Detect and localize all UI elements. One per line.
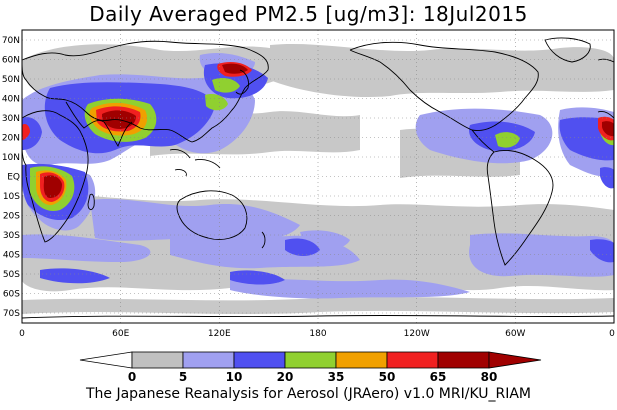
colorbar-label: 5 xyxy=(179,370,187,384)
colorbar-label: 10 xyxy=(226,370,243,384)
colorbar-label: 20 xyxy=(277,370,294,384)
lat-label: 40S xyxy=(3,251,20,261)
lon-label: 60E xyxy=(112,329,129,339)
lon-label: 60W xyxy=(505,329,525,339)
colorbar-label: 80 xyxy=(481,370,498,384)
map-title: Daily Averaged PM2.5 [ug/m3]: 18Jul2015 xyxy=(89,2,528,26)
colorbar-cell xyxy=(79,351,133,369)
map-frame xyxy=(21,29,615,324)
colorbar-label: 0 xyxy=(128,370,136,384)
colorbar-cell xyxy=(182,351,235,369)
colorbar-cell xyxy=(233,351,286,369)
coastlines xyxy=(22,37,614,319)
colorbar-label: 65 xyxy=(430,370,447,384)
lat-label: 20N xyxy=(2,134,20,144)
longitude-axis: 0 60E 120E 180 120W 60W 0 xyxy=(19,329,615,339)
lat-label: 70S xyxy=(3,309,20,319)
colorbar: 0 5 10 20 35 50 65 80 xyxy=(79,351,542,384)
colorbar-cell xyxy=(335,351,388,369)
lat-label: 20S xyxy=(3,212,20,222)
colorbar-label: 50 xyxy=(379,370,396,384)
latitude-axis: 70N 60N 50N 40N 30N 20N 10N EQ 10S 20S 3… xyxy=(2,36,20,319)
lat-label: 70N xyxy=(2,36,20,46)
colorbar-cell xyxy=(437,351,490,369)
colorbar-cell xyxy=(386,351,439,369)
colorbar-cell xyxy=(488,351,542,369)
lon-label: 120E xyxy=(208,329,231,339)
colorbar-cell xyxy=(284,351,337,369)
lat-label: 50S xyxy=(3,270,20,280)
lat-label: 60N xyxy=(2,56,20,66)
lat-label: 30N xyxy=(2,114,20,124)
graticule xyxy=(22,30,614,323)
lat-label: 50N xyxy=(2,75,20,85)
map-footer: The Japanese Reanalysis for Aerosol (JRA… xyxy=(85,386,532,402)
lat-label: EQ xyxy=(7,173,20,183)
lon-label: 0 xyxy=(609,329,615,339)
lon-label: 180 xyxy=(309,329,326,339)
lat-label: 30S xyxy=(3,231,20,241)
colorbar-label: 35 xyxy=(328,370,345,384)
lat-label: 60S xyxy=(3,290,20,300)
lat-label: 10N xyxy=(2,153,20,163)
pm25-field xyxy=(22,37,614,319)
lat-label: 40N xyxy=(2,95,20,105)
lon-label: 0 xyxy=(19,329,25,339)
colorbar-cell xyxy=(131,351,184,369)
lat-label: 10S xyxy=(3,192,20,202)
lon-label: 120W xyxy=(404,329,430,339)
